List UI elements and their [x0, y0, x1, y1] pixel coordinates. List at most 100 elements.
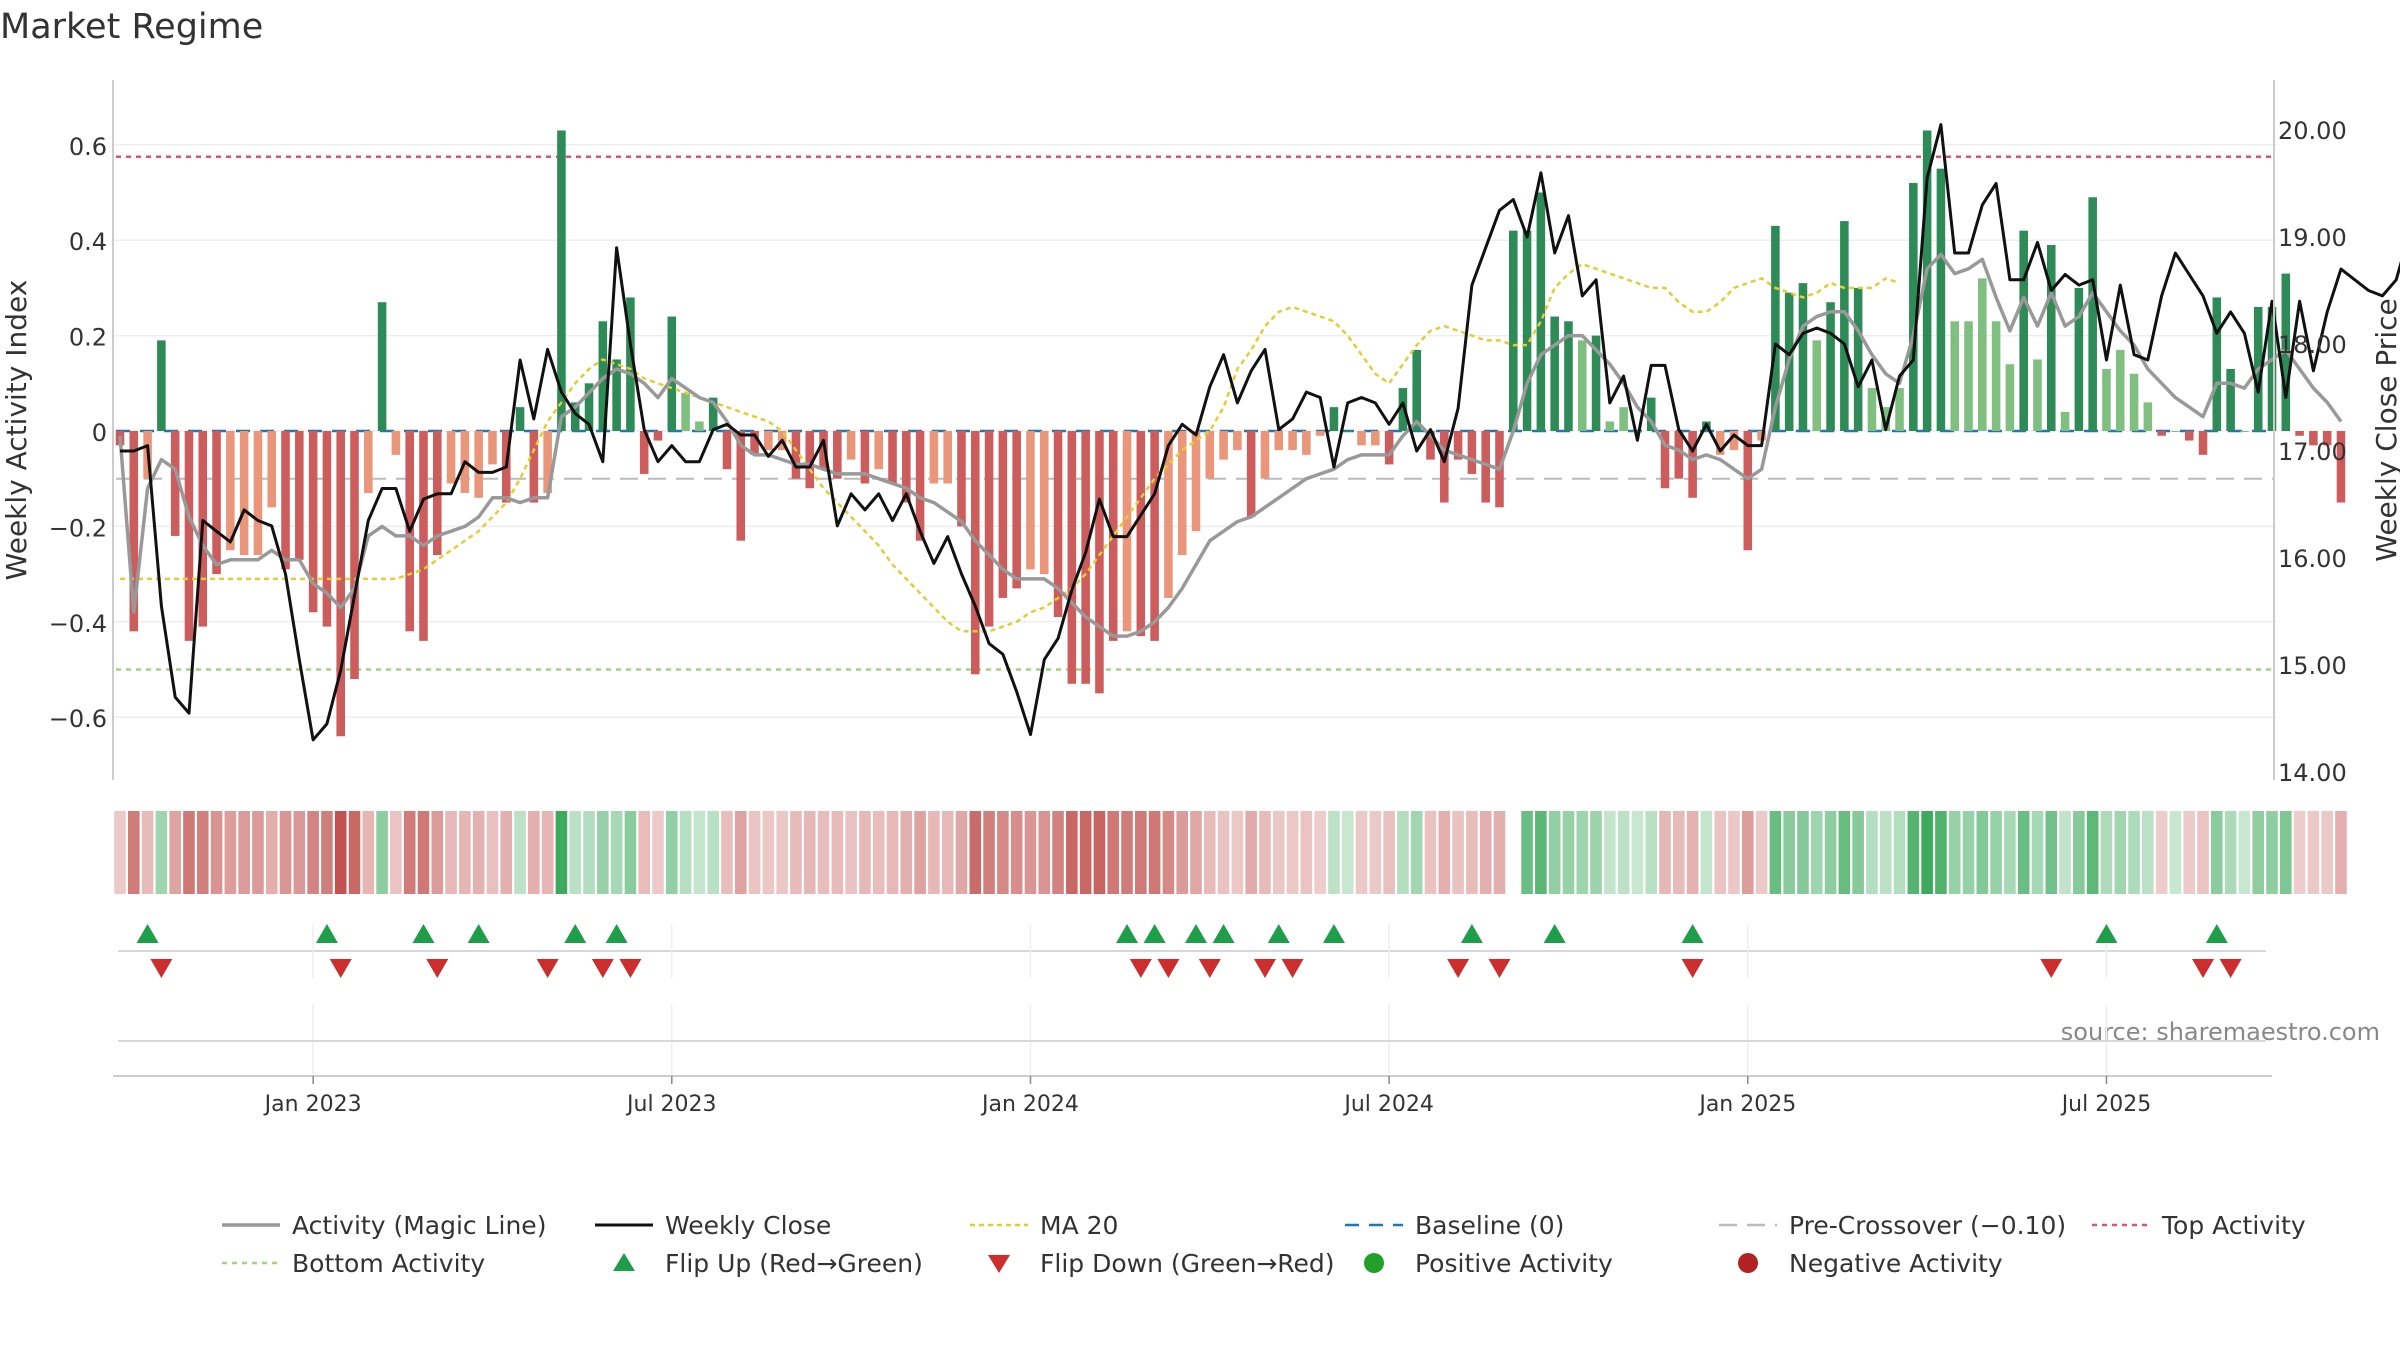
regime-strip-cell [1190, 811, 1202, 894]
activity-bar [2102, 368, 2111, 431]
chart-title: Market Regime [0, 7, 263, 47]
flip-markers [118, 924, 2266, 1075]
activity-bar [750, 431, 759, 455]
activity-bar [1329, 407, 1339, 431]
regime-strip-cell [1438, 811, 1451, 894]
regime-strip-cell [1769, 811, 1782, 894]
regime-strip-cell [776, 811, 788, 894]
flip-up-marker [605, 924, 628, 943]
activity-bar [2184, 431, 2194, 441]
regime-strip-cell [500, 811, 513, 894]
activity-bar [805, 431, 815, 489]
activity-bar [322, 431, 332, 627]
activity-bar [2336, 431, 2346, 503]
regime-strip-cell [734, 811, 747, 894]
activity-bar [1591, 335, 1601, 431]
regime-strip-cell [762, 811, 775, 894]
activity-bar [1095, 431, 1104, 694]
activity-bar [722, 431, 732, 470]
activity-bar [915, 431, 925, 541]
regime-strip-cell [2059, 811, 2071, 894]
activity-bar [1605, 421, 1615, 431]
y-left-tick-label: 0.4 [69, 228, 107, 256]
activity-bar [1343, 431, 1353, 432]
y-right-tick-label: 17.00 [2278, 438, 2347, 466]
activity-bar [1371, 431, 1380, 446]
activity-bar [2074, 287, 2084, 431]
legend-flip-up-swatch [613, 1253, 635, 1271]
regime-strip-cell [1962, 811, 1975, 894]
y-axis-left-label: Weekly Activity Index [0, 280, 33, 581]
regime-strip-cell [1948, 811, 1961, 894]
y-right-tick-label: 19.00 [2278, 224, 2347, 252]
activity-bar [1274, 431, 1284, 451]
regime-strip-cell [1328, 811, 1340, 894]
activity-bar [336, 431, 345, 737]
activity-bar [667, 316, 677, 431]
flip-down-marker [1129, 959, 1152, 978]
regime-strip-cell [2197, 811, 2209, 894]
regime-strip-cell [1176, 811, 1188, 894]
activity-bar [1991, 321, 2001, 431]
regime-strip-cell [2142, 811, 2154, 894]
activity-bar [157, 340, 166, 431]
flip-up-marker [412, 924, 435, 943]
regime-strip-cell [845, 811, 857, 894]
flip-down-marker [1253, 959, 1276, 978]
regime-strip-cell [1976, 811, 1989, 894]
activity-bar [295, 431, 304, 560]
activity-bar [2129, 373, 2139, 431]
flip-up-marker [1460, 924, 1483, 943]
activity-bar [239, 431, 249, 556]
legend: Activity (Magic Line) Weekly Close MA 20 Ba… [222, 1211, 2306, 1278]
regime-strip-cell [1879, 811, 1892, 894]
regime-strip-cell [721, 811, 733, 894]
activity-bar [598, 321, 608, 431]
activity-bar [1798, 283, 1808, 431]
regime-strip-cell [2114, 811, 2127, 894]
activity-bar [2295, 431, 2304, 436]
activity-bar [1426, 431, 1435, 460]
activity-bar [529, 431, 539, 503]
activity-bar [1081, 431, 1090, 684]
activity-bar [998, 431, 1008, 598]
regime-strip-cell [817, 811, 830, 894]
regime-strip-cell [348, 811, 361, 894]
activity-bar [1674, 431, 1684, 479]
flip-up-marker [1185, 924, 1207, 943]
regime-strip-cell [141, 811, 154, 894]
regime-strip-cell [928, 811, 940, 894]
flip-down-marker [1281, 959, 1304, 978]
regime-strip-cell [2031, 811, 2044, 894]
flip-up-marker [564, 924, 587, 943]
regime-strip-cell [1093, 811, 1106, 894]
activity-bar [1729, 431, 1739, 451]
activity-bar [1398, 388, 1408, 431]
regime-strip-cell [2252, 811, 2264, 894]
activity-bar [570, 402, 580, 431]
regime-strip-cell [417, 811, 430, 894]
regime-strip-cell [1010, 811, 1023, 894]
regime-strip-cell [1341, 811, 1354, 894]
activity-bar [860, 431, 870, 484]
activity-bar [543, 431, 552, 494]
activity-bar [1288, 431, 1297, 451]
activity-bar [1522, 230, 1532, 431]
activity-bar [2240, 431, 2249, 432]
regime-strip-cell [1259, 811, 1271, 894]
activity-bar [1619, 407, 1628, 431]
activity-bar [2212, 297, 2222, 431]
regime-strip-cell [155, 811, 168, 894]
regime-strip-cell [1990, 811, 2002, 894]
legend-label: Flip Down (Green→Red) [1040, 1249, 1335, 1278]
activity-bar [1853, 287, 1863, 431]
activity-bar [888, 431, 897, 484]
activity-bar [833, 431, 842, 479]
activity-bar [170, 431, 180, 536]
activity-bar [281, 431, 290, 570]
y-left-tick-label: 0.6 [69, 133, 107, 161]
regime-strip-cell [362, 811, 375, 894]
regime-strip-cell [1742, 811, 1754, 894]
activity-bar [2115, 349, 2125, 431]
